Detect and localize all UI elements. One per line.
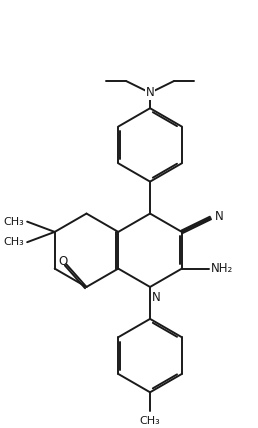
Text: CH₃: CH₃ <box>4 217 24 227</box>
Text: N: N <box>146 86 155 99</box>
Text: O: O <box>59 255 68 268</box>
Text: CH₃: CH₃ <box>140 416 160 426</box>
Text: CH₃: CH₃ <box>4 237 24 247</box>
Text: NH₂: NH₂ <box>211 262 233 275</box>
Text: N: N <box>215 210 224 223</box>
Text: N: N <box>152 291 161 303</box>
